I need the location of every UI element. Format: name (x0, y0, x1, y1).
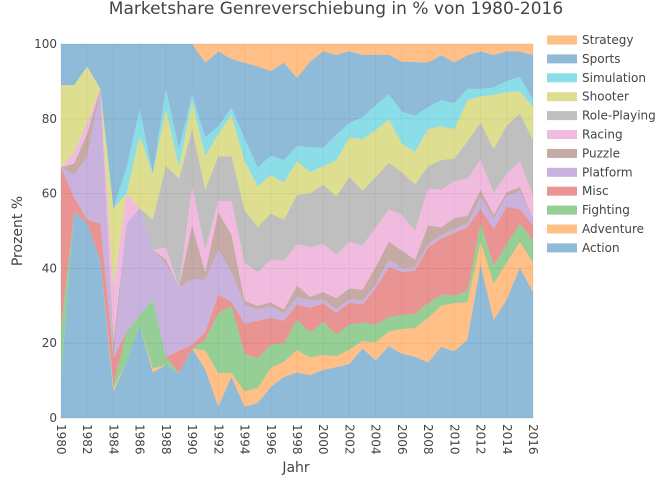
x-tick-label: 2002 (342, 424, 356, 455)
legend-item-sports[interactable]: Sports (547, 52, 620, 66)
y-tick-label: 100 (34, 37, 57, 51)
legend-swatch (547, 224, 577, 234)
legend-item-puzzle[interactable]: Puzzle (547, 146, 620, 160)
legend-swatch (547, 73, 577, 83)
legend-swatch (547, 92, 577, 102)
y-tick-label: 40 (42, 261, 57, 275)
x-tick-label: 1998 (290, 424, 304, 455)
y-tick-label: 0 (49, 411, 57, 425)
x-tick-label: 1990 (185, 424, 199, 455)
legend-label: Racing (582, 128, 623, 142)
x-tick-label: 1994 (238, 424, 252, 455)
x-tick-label: 2000 (316, 424, 330, 455)
legend-label: Misc (582, 184, 609, 198)
x-tick-label: 2010 (447, 424, 461, 455)
legend-item-fighting[interactable]: Fighting (547, 203, 630, 217)
x-tick-label: 2016 (526, 424, 540, 455)
legend-label: Sports (582, 52, 620, 66)
area-strategy[interactable] (61, 44, 533, 78)
legend-swatch (547, 130, 577, 139)
x-tick-label: 2014 (500, 424, 514, 455)
legend-swatch (547, 205, 577, 215)
legend-label: Adventure (582, 222, 644, 236)
y-tick-label: 60 (42, 187, 57, 201)
x-tick-label: 1992 (211, 424, 225, 455)
legend-label: Strategy (582, 33, 633, 47)
area-action[interactable] (61, 212, 533, 418)
x-tick-label: 2006 (395, 424, 409, 455)
x-tick-label: 2004 (369, 424, 383, 455)
legend-item-racing[interactable]: Racing (547, 128, 623, 142)
area-role-playing[interactable] (61, 88, 533, 288)
area-racing[interactable] (61, 88, 533, 344)
area-adventure[interactable] (61, 212, 533, 407)
legend-item-adventure[interactable]: Adventure (547, 222, 644, 236)
legend[interactable]: Strategy Sports Simulation Shooter Role-Play… (547, 33, 656, 255)
area-shooter[interactable] (61, 66, 533, 288)
legend-label: Fighting (582, 203, 630, 217)
legend-label: Action (582, 241, 620, 255)
y-tick-label: 20 (42, 336, 57, 350)
legend-label: Role-Playing (582, 109, 656, 123)
x-tick-label: 1980 (54, 424, 68, 455)
x-tick-label: 1982 (80, 424, 94, 455)
area-platform[interactable] (61, 88, 533, 359)
chart-title: Marketshare Genreverschiebung in % von 1… (109, 0, 563, 19)
x-axis-title: Jahr (281, 460, 310, 476)
legend-swatch (547, 167, 577, 177)
legend-item-strategy[interactable]: Strategy (547, 33, 633, 47)
legend-swatch (547, 35, 577, 45)
x-tick-label: 2012 (474, 424, 488, 455)
legend-swatch (547, 186, 577, 196)
y-axis-ticks: 0 20 40 60 80 100 (34, 37, 57, 425)
legend-item-simulation[interactable]: Simulation (547, 71, 646, 85)
legend-item-platform[interactable]: Platform (547, 165, 633, 179)
x-tick-label: 2008 (421, 424, 435, 455)
x-axis-ticks: 1980 1982 1984 1986 1988 1990 1992 1994 1996 1998… (54, 424, 540, 455)
area-series[interactable] (61, 44, 533, 418)
legend-swatch (547, 243, 577, 253)
area-misc[interactable] (61, 167, 533, 385)
legend-label: Platform (582, 165, 633, 179)
legend-label: Puzzle (582, 146, 620, 160)
legend-swatch (547, 111, 577, 121)
x-tick-label: 1988 (159, 424, 173, 455)
legend-item-shooter[interactable]: Shooter (547, 90, 629, 104)
area-sports[interactable] (61, 44, 533, 209)
legend-swatch (547, 54, 577, 64)
y-tick-label: 80 (42, 112, 57, 126)
legend-item-role-playing[interactable]: Role-Playing (547, 109, 656, 123)
legend-item-misc[interactable]: Misc (547, 184, 609, 198)
x-tick-label: 1996 (264, 424, 278, 455)
x-tick-label: 1986 (133, 424, 147, 455)
legend-item-action[interactable]: Action (547, 241, 620, 255)
x-tick-label: 1984 (106, 424, 120, 455)
y-axis-title: Prozent % (10, 196, 26, 266)
area-fighting[interactable] (61, 212, 533, 392)
legend-label: Shooter (582, 90, 629, 104)
legend-label: Simulation (582, 71, 646, 85)
legend-swatch (547, 148, 577, 158)
